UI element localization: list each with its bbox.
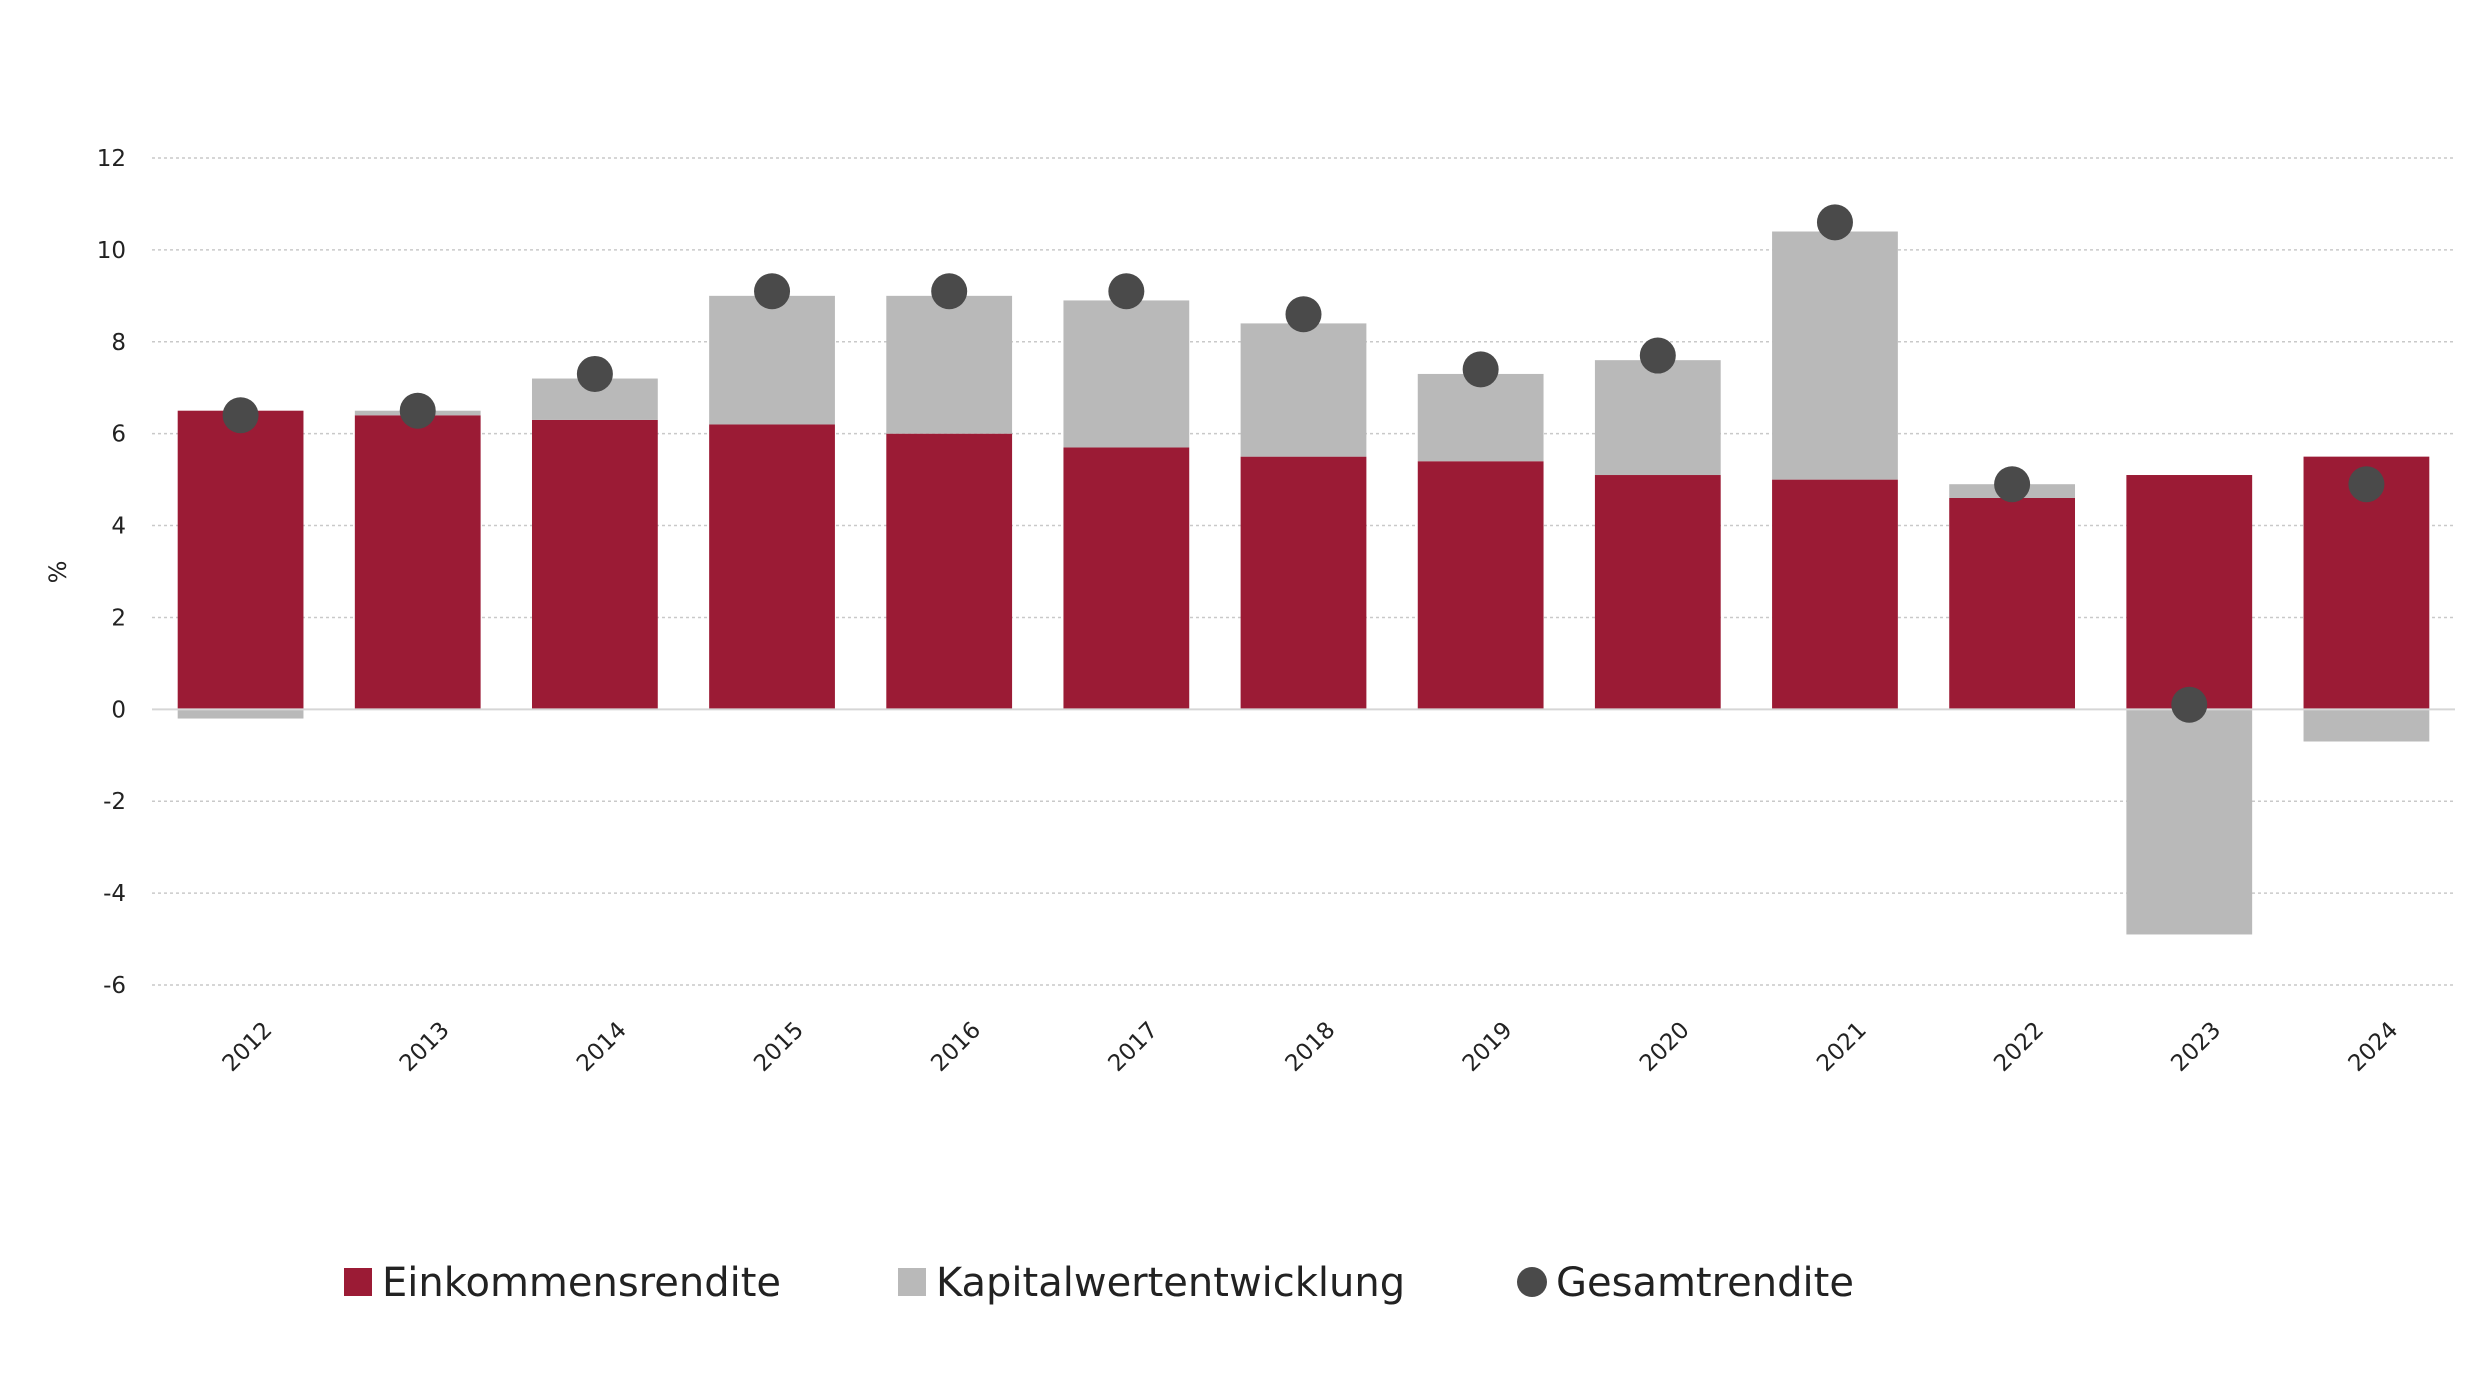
- point-gesamtrendite-2024: [2348, 466, 2385, 503]
- point-gesamtrendite-2015: [754, 273, 791, 310]
- point-gesamtrendite-2012: [222, 397, 259, 434]
- point-gesamtrendite-2013: [399, 392, 436, 429]
- bar-einkommensrendite-2014: [531, 419, 658, 710]
- legend-swatch-kapitalwertentwicklung: [898, 1268, 926, 1296]
- point-gesamtrendite-2014: [576, 355, 613, 392]
- point-gesamtrendite-2021: [1816, 204, 1853, 241]
- legend-label-kapitalwertentwicklung: Kapitalwertentwicklung: [936, 1260, 1405, 1306]
- y-tick-label: -4: [103, 881, 126, 907]
- x-tick-label: 2014: [572, 1017, 632, 1077]
- bar-kapitalwertentwicklung-2016: [886, 295, 1013, 434]
- y-tick-label: 0: [111, 697, 126, 723]
- bar-einkommensrendite-2020: [1594, 475, 1721, 710]
- y-tick-label: 8: [111, 330, 126, 356]
- bar-einkommensrendite-2023: [2126, 475, 2253, 710]
- y-tick-label: 10: [97, 238, 126, 264]
- x-tick-label: 2023: [2166, 1017, 2226, 1077]
- bar-kapitalwertentwicklung-2020: [1594, 360, 1721, 476]
- x-tick-label: 2016: [926, 1017, 986, 1077]
- point-gesamtrendite-2016: [931, 273, 968, 310]
- bar-kapitalwertentwicklung-2012: [177, 709, 304, 719]
- x-tick-label: 2022: [1989, 1017, 2049, 1077]
- bar-kapitalwertentwicklung-2017: [1063, 300, 1190, 448]
- x-tick-label: 2021: [1812, 1017, 1872, 1077]
- y-tick-label: 4: [111, 514, 126, 540]
- bar-kapitalwertentwicklung-2015: [709, 295, 835, 425]
- bar-einkommensrendite-2016: [886, 433, 1013, 710]
- bar-kapitalwertentwicklung-2021: [1772, 231, 1898, 480]
- x-axis-tick-labels: 2012 2013 2014 2015 2016 2017 2018 2019 2020 2021…: [218, 1017, 2404, 1077]
- legend: Einkommensrendite Kapitalwertentwicklung G…: [344, 1260, 1854, 1306]
- bar-kapitalwertentwicklung-2018: [1240, 323, 1367, 457]
- point-gesamtrendite-2022: [1994, 466, 2031, 503]
- point-gesamtrendite-2019: [1462, 351, 1499, 388]
- bar-einkommensrendite-2021: [1772, 479, 1898, 710]
- bar-einkommensrendite-2012: [177, 410, 304, 710]
- point-gesamtrendite-2023: [2171, 686, 2208, 723]
- x-tick-label: 2012: [218, 1017, 278, 1077]
- bars: [177, 231, 2430, 935]
- x-tick-label: 2020: [1635, 1017, 1695, 1077]
- y-axis-tick-labels: 12 10 8 6 4 2 0 -2 -4 -6: [97, 146, 126, 999]
- legend-label-einkommensrendite: Einkommensrendite: [382, 1260, 781, 1306]
- x-tick-label: 2015: [749, 1017, 809, 1077]
- y-tick-label: -6: [103, 973, 126, 999]
- y-tick-label: 2: [111, 605, 126, 631]
- x-tick-label: 2024: [2344, 1017, 2404, 1077]
- bar-einkommensrendite-2013: [354, 415, 481, 710]
- bar-einkommensrendite-2015: [709, 424, 835, 710]
- y-tick-label: 12: [97, 146, 126, 172]
- bar-kapitalwertentwicklung-2024: [2303, 709, 2430, 742]
- bar-einkommensrendite-2019: [1417, 461, 1544, 710]
- bar-einkommensrendite-2017: [1063, 447, 1190, 710]
- bar-einkommensrendite-2022: [1949, 497, 2076, 710]
- point-gesamtrendite-2018: [1285, 296, 1322, 333]
- y-tick-label: -2: [103, 789, 126, 815]
- total-return-points: [222, 204, 2385, 723]
- legend-swatch-gesamtrendite: [1517, 1267, 1547, 1297]
- point-gesamtrendite-2020: [1639, 337, 1676, 374]
- legend-label-gesamtrendite: Gesamtrendite: [1556, 1260, 1854, 1306]
- point-gesamtrendite-2017: [1108, 273, 1145, 310]
- x-tick-label: 2013: [395, 1017, 455, 1077]
- x-tick-label: 2018: [1281, 1017, 1341, 1077]
- y-tick-label: 6: [111, 422, 126, 448]
- legend-swatch-einkommensrendite: [344, 1268, 372, 1296]
- y-axis-label: %: [44, 561, 72, 584]
- bar-kapitalwertentwicklung-2019: [1417, 373, 1544, 462]
- bar-einkommensrendite-2018: [1240, 456, 1367, 710]
- x-tick-label: 2019: [1458, 1017, 1518, 1077]
- x-tick-label: 2017: [1104, 1017, 1164, 1077]
- bar-kapitalwertentwicklung-2023: [2126, 709, 2253, 935]
